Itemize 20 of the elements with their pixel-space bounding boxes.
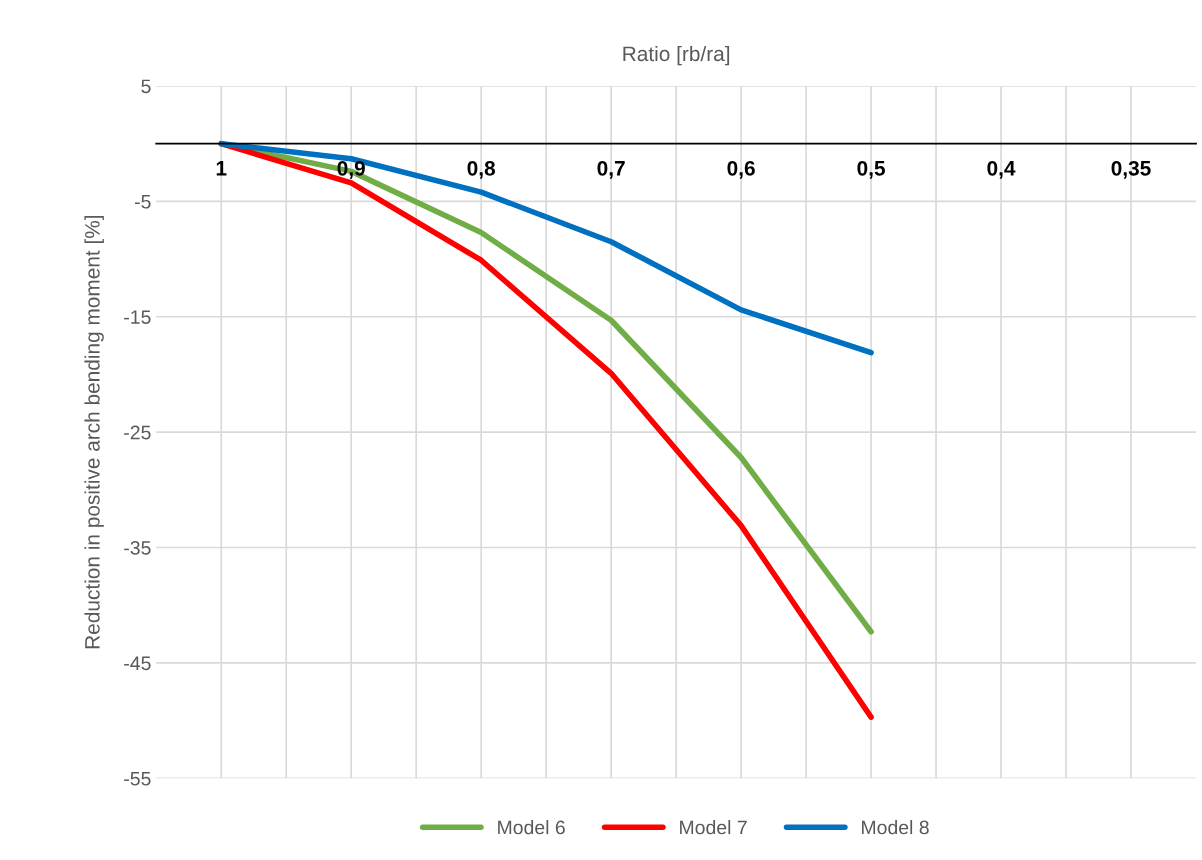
y-tick-label: -15 (124, 310, 151, 324)
x-tick-label: 1 (216, 161, 227, 176)
x-tick-label: 0,4 (987, 160, 1016, 179)
y-tick-label: -55 (124, 771, 151, 786)
legend-label: Model 6 (498, 820, 565, 835)
x-tick-label: 0,9 (337, 160, 365, 179)
y-tick-label: -35 (124, 541, 151, 555)
x-tick-label: 0,8 (467, 160, 496, 179)
x-axis-title: Ratio [rb/ra] (623, 45, 730, 66)
legend-label: Model 7 (680, 820, 747, 835)
y-tick-label: -5 (134, 195, 151, 209)
y-tick-label: -25 (124, 425, 151, 440)
y-tick-label: 5 (141, 79, 151, 94)
y-tick-label: -45 (124, 656, 151, 671)
x-tick-label: 0,6 (727, 160, 755, 179)
x-tick-label: 0,5 (857, 160, 885, 179)
x-tick-label: 0,35 (1111, 160, 1151, 179)
legend-label: Model 8 (862, 820, 929, 835)
x-tick-label: 0,7 (597, 160, 625, 179)
y-axis-title: Reduction in positive arch bending moment [%] (84, 215, 104, 649)
